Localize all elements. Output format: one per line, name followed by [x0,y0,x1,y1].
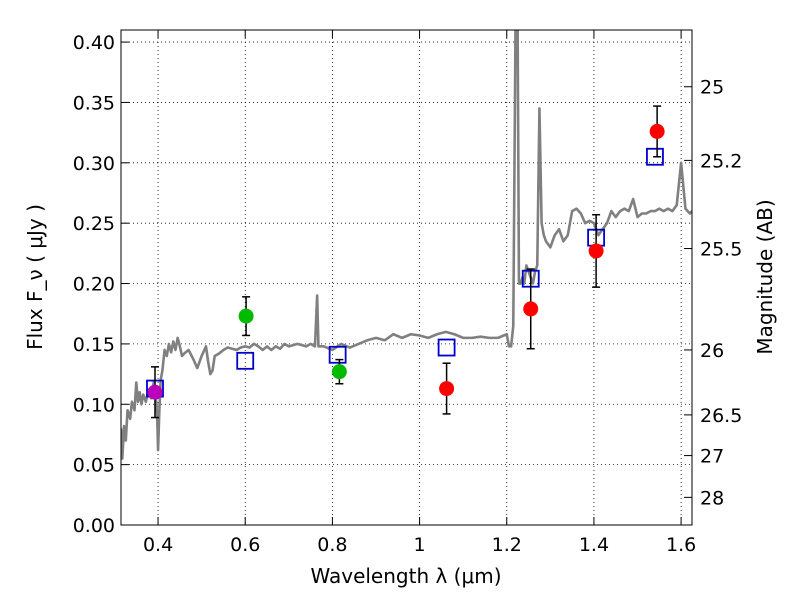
plot-frame [120,29,693,526]
y2-tick-label: 26.5 [700,405,742,427]
observed-point [523,301,539,317]
observed-point [147,384,163,400]
x-tick-label: 0.6 [230,534,260,556]
y2-axis-label: Magnitude (AB) [753,199,777,354]
y2-tick-label: 25 [700,77,724,99]
observed-point [588,243,604,259]
y-tick-label: 0.40 [73,32,115,54]
y-tick-label: 0.35 [73,92,115,114]
observed-point [649,123,665,139]
y2-tick-label: 28 [700,487,724,509]
model-square-marker [328,345,347,364]
x-tick-label: 1.4 [579,534,609,556]
y2-tick-label: 25.5 [700,239,742,261]
x-tick-label: 1.6 [666,534,696,556]
y-tick-label: 0.00 [73,515,115,537]
x-axis-label: Wavelength λ (μm) [310,564,501,588]
observed-point [238,308,254,324]
y-axis-label: Flux F_ν ( μJy ) [23,204,47,350]
y-tick-label: 0.05 [73,455,115,477]
y-tick-label: 0.15 [73,334,115,356]
x-tick-label: 0.8 [317,534,347,556]
model-square-marker [437,338,456,357]
observed-point [331,364,347,380]
y-tick-label: 0.20 [73,274,115,296]
x-tick-label: 1 [414,534,426,556]
x-tick-label: 0.4 [143,534,173,556]
model-square-marker [646,147,664,166]
y2-tick-label: 26 [700,340,724,362]
y-tick-label: 0.10 [73,394,115,416]
spectrum-line [121,30,692,460]
model-square-marker [236,351,255,370]
data-series [121,30,692,460]
y-tick-label: 0.30 [73,153,115,175]
y2-tick-label: 25.2 [700,150,742,172]
observed-point [439,381,455,397]
x-tick-label: 1.2 [492,534,522,556]
y-tick-label: 0.25 [73,213,115,235]
axis-ticks: 0.4 0.6 0.8 1 1.2 1.4 1.6 0.00 0.05 0.10 0.15 0.20 0… [73,30,742,556]
y2-tick-label: 27 [700,446,724,468]
